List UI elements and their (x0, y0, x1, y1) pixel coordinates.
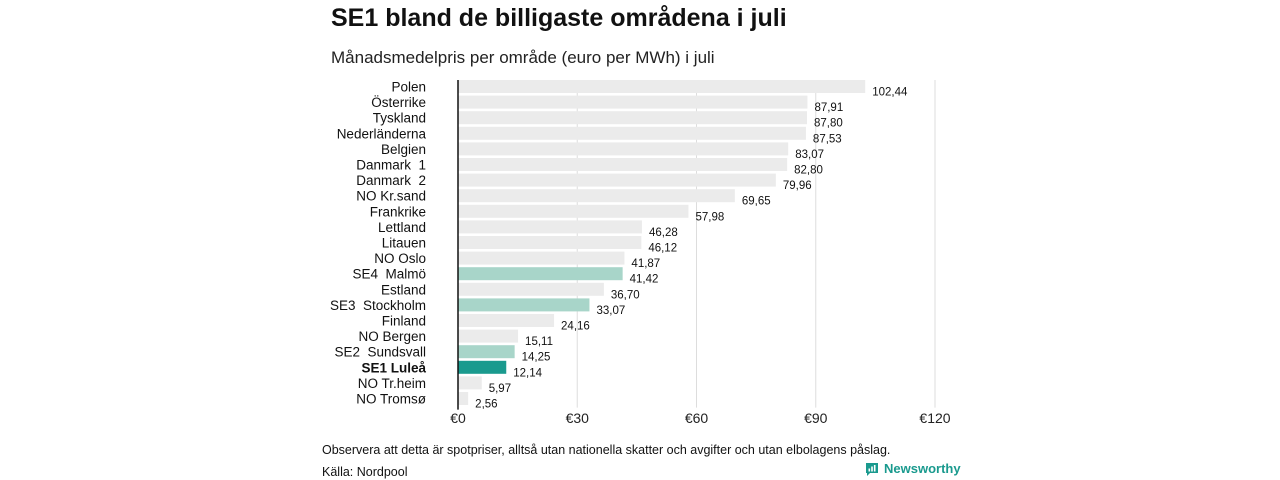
bar (458, 220, 642, 234)
source-text: Källa: Nordpool (322, 465, 408, 479)
bar (458, 80, 866, 93)
value-label: 87,80 (814, 118, 843, 130)
category-label: NO Kr.sand (356, 189, 426, 204)
bar (458, 251, 625, 265)
value-label: 41,42 (630, 274, 659, 286)
category-label: Litauen (382, 236, 426, 251)
bar (458, 282, 604, 296)
value-label: 2,56 (475, 399, 497, 411)
bar (458, 126, 806, 140)
x-tick-label: €120 (919, 410, 950, 426)
category-label: Tyskland (373, 111, 426, 126)
value-label: 15,11 (525, 336, 553, 348)
brand-logo: Newsworthy (865, 461, 961, 476)
category-label: Österrike (371, 95, 426, 110)
value-label: 36,70 (611, 289, 640, 301)
bar (458, 173, 776, 187)
x-tick-label: €0 (450, 410, 466, 426)
bar (458, 345, 515, 359)
value-label: 41,87 (631, 258, 660, 270)
bar (458, 360, 507, 374)
category-label: SE2 Sundsvall (334, 345, 426, 360)
bar (458, 298, 590, 312)
value-label: 46,28 (649, 227, 678, 239)
value-label: 69,65 (742, 196, 771, 208)
category-label: Finland (382, 314, 426, 329)
footnote: Observera att detta är spotpriser, allts… (322, 443, 891, 457)
category-label: SE1 Luleå (361, 360, 426, 375)
bar (458, 314, 555, 327)
category-label: Belgien (381, 142, 426, 157)
category-label: Nederländerna (337, 126, 427, 141)
category-labels: PolenÖsterrikeTysklandNederländernaBelgi… (330, 80, 427, 407)
category-label: NO Bergen (358, 329, 426, 344)
value-label: 46,12 (648, 243, 677, 255)
category-label: SE3 Stockholm (330, 298, 426, 313)
bar-chart: PolenÖsterrikeTysklandNederländernaBelgi… (330, 80, 951, 427)
category-label: Polen (391, 80, 426, 95)
brand-name: Newsworthy (884, 461, 961, 476)
bar (458, 189, 735, 203)
value-label: 79,96 (783, 180, 812, 192)
x-tick-label: €30 (566, 410, 590, 426)
value-label: 14,25 (522, 352, 551, 364)
chart-title: SE1 bland de billigaste områdena i juli (331, 4, 787, 32)
x-tick-label: €60 (685, 410, 709, 426)
bar (458, 236, 642, 249)
value-labels: 102,44 87,91 87,80 87,53 83,07 82,80 79,96 69,6… (475, 87, 908, 411)
bar (458, 376, 482, 390)
chart-subtitle: Månadsmedelpris per område (euro per MWh… (331, 48, 715, 67)
x-tick-label: €90 (804, 410, 828, 426)
category-label: Lettland (378, 220, 426, 235)
category-label: Frankrike (370, 204, 426, 219)
value-label: 87,53 (813, 133, 842, 145)
bar (458, 111, 808, 125)
bar (458, 142, 789, 156)
value-label: 57,98 (695, 211, 724, 223)
category-label: Estland (381, 282, 426, 297)
x-tick-labels: €0 €30 €60 €90 €120 (450, 410, 951, 426)
value-label: 83,07 (795, 149, 824, 161)
value-label: 87,91 (814, 102, 843, 114)
category-label: NO Tromsø (356, 392, 426, 407)
bar (458, 95, 808, 109)
category-label: Danmark 1 (356, 158, 426, 173)
bar (458, 158, 788, 171)
category-label: NO Oslo (374, 251, 426, 266)
bars (458, 80, 866, 405)
bar (458, 204, 689, 218)
value-label: 5,97 (489, 383, 511, 395)
newsworthy-logo-icon (866, 462, 878, 476)
value-label: 24,16 (561, 321, 590, 333)
value-label: 82,80 (794, 165, 823, 177)
bar (458, 392, 469, 405)
value-label: 12,14 (513, 367, 542, 379)
value-label: 33,07 (596, 305, 625, 317)
value-label: 102,44 (872, 87, 908, 99)
category-label: Danmark 2 (356, 173, 426, 188)
bar (458, 267, 623, 281)
category-label: NO Tr.heim (358, 376, 426, 391)
bar (458, 329, 519, 343)
category-label: SE4 Malmö (352, 267, 426, 282)
